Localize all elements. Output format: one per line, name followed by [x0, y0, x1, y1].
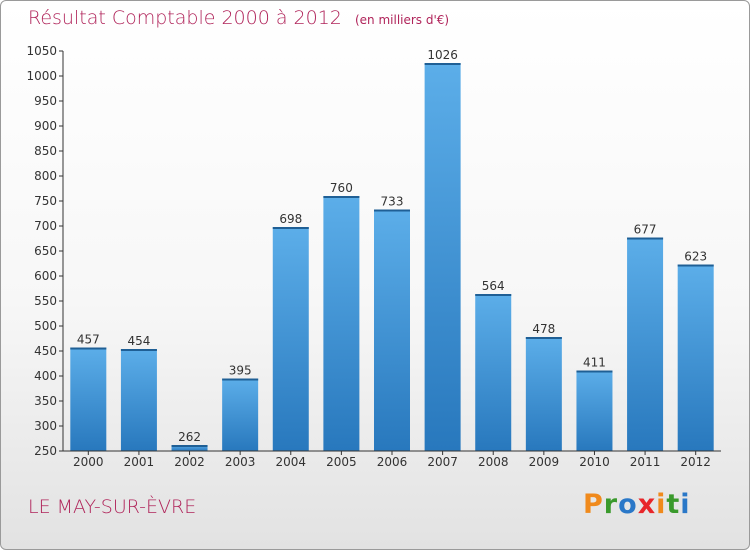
bar-top-edge-2011 [627, 237, 664, 240]
y-tick-label-850: 850 [34, 144, 57, 158]
x-tick-label-2005: 2005 [326, 455, 357, 469]
logo-letter: i [656, 489, 667, 520]
bar-2002 [171, 445, 208, 451]
y-tick-label-650: 650 [34, 244, 57, 258]
bar-2009 [525, 337, 562, 451]
value-label-2001: 454 [127, 334, 150, 348]
value-label-2010: 411 [583, 356, 606, 370]
value-label-2012: 623 [684, 250, 707, 264]
logo-letter: P [583, 489, 604, 520]
x-tick-label-2001: 2001 [124, 455, 155, 469]
y-tick-label-1050: 1050 [26, 44, 57, 58]
y-tick-label-600: 600 [34, 269, 57, 283]
y-tick-label-700: 700 [34, 219, 57, 233]
bar-2011 [627, 237, 664, 451]
bar-2006 [374, 209, 410, 451]
bar-top-edge-2000 [70, 347, 107, 350]
chart-unit: (en milliers d'€) [354, 13, 450, 27]
chart-title-row: Résultat Comptable 2000 à 2012 (en milli… [28, 7, 449, 29]
bar-2001 [120, 349, 157, 451]
y-tick-label-1000: 1000 [26, 69, 57, 83]
logo-letter: i [680, 489, 691, 520]
chart-title: Résultat Comptable 2000 à 2012 [28, 7, 342, 29]
y-tick-label-750: 750 [34, 194, 57, 208]
bars-group: 457 454 262 395 698 760 733 1026 564 478 411 677 623 [70, 48, 714, 451]
bar-2007 [424, 63, 461, 451]
bar-2000 [70, 347, 107, 451]
y-tick-label-350: 350 [34, 394, 57, 408]
x-tick-label-2011: 2011 [630, 455, 661, 469]
y-tick-label-800: 800 [34, 169, 57, 183]
value-label-2009: 478 [532, 322, 555, 336]
bar-2003 [222, 378, 259, 451]
bar-top-edge-2003 [222, 378, 259, 381]
logo-letter: r [603, 489, 619, 520]
x-tick-label-2007: 2007 [427, 455, 458, 469]
bar-top-edge-2006 [374, 209, 410, 212]
x-tick-label-2008: 2008 [478, 455, 509, 469]
y-tick-label-450: 450 [34, 344, 57, 358]
value-label-2008: 564 [482, 279, 505, 293]
x-tick-label-2003: 2003 [225, 455, 256, 469]
bar-top-edge-2002 [171, 445, 208, 447]
x-tick-label-2009: 2009 [529, 455, 560, 469]
bar-top-edge-2004 [272, 227, 309, 229]
town-name: LE MAY-SUR-ÈVRE [28, 496, 197, 518]
bar-top-edge-2005 [323, 196, 360, 198]
logo-letter: t [666, 489, 681, 520]
x-tick-label-2012: 2012 [680, 455, 711, 469]
bar-2012 [677, 264, 714, 451]
x-tick-label-2000: 2000 [73, 455, 104, 469]
y-tick-label-900: 900 [34, 119, 57, 133]
value-label-2007: 1026 [427, 48, 458, 62]
bar-2008 [475, 294, 512, 451]
y-tick-label-950: 950 [34, 94, 57, 108]
x-tick-label-2010: 2010 [579, 455, 610, 469]
y-tick-label-400: 400 [34, 369, 57, 383]
bar-2004 [272, 227, 309, 451]
x-tick-label-2002: 2002 [174, 455, 205, 469]
axes-group: 2000 2001 2002 2003 2004 2005 2006 2007 2008 2009… [26, 44, 721, 469]
bar-top-edge-2012 [677, 264, 714, 267]
proxiti-logo[interactable]: Proxiti [583, 489, 691, 520]
value-label-2000: 457 [77, 333, 100, 347]
y-tick-label-300: 300 [34, 419, 57, 433]
x-tick-label-2004: 2004 [275, 455, 306, 469]
x-tick-label-2006: 2006 [377, 455, 408, 469]
bar-2005 [323, 196, 360, 451]
value-label-2004: 698 [279, 212, 302, 226]
bar-2010 [576, 370, 613, 451]
y-tick-label-250: 250 [34, 444, 57, 458]
bar-top-edge-2010 [576, 370, 613, 373]
y-tick-label-550: 550 [34, 294, 57, 308]
logo-letter: o [618, 489, 638, 520]
bar-top-edge-2008 [475, 294, 512, 296]
y-tick-label-500: 500 [34, 319, 57, 333]
value-label-2002: 262 [178, 430, 201, 444]
logo-letter: x [637, 489, 657, 520]
bar-top-edge-2007 [424, 63, 461, 65]
value-label-2006: 733 [381, 195, 404, 209]
value-label-2005: 760 [330, 181, 353, 195]
value-label-2003: 395 [229, 364, 252, 378]
bar-top-edge-2001 [120, 349, 157, 351]
value-label-2011: 677 [634, 223, 657, 237]
bar-top-edge-2009 [525, 337, 562, 339]
